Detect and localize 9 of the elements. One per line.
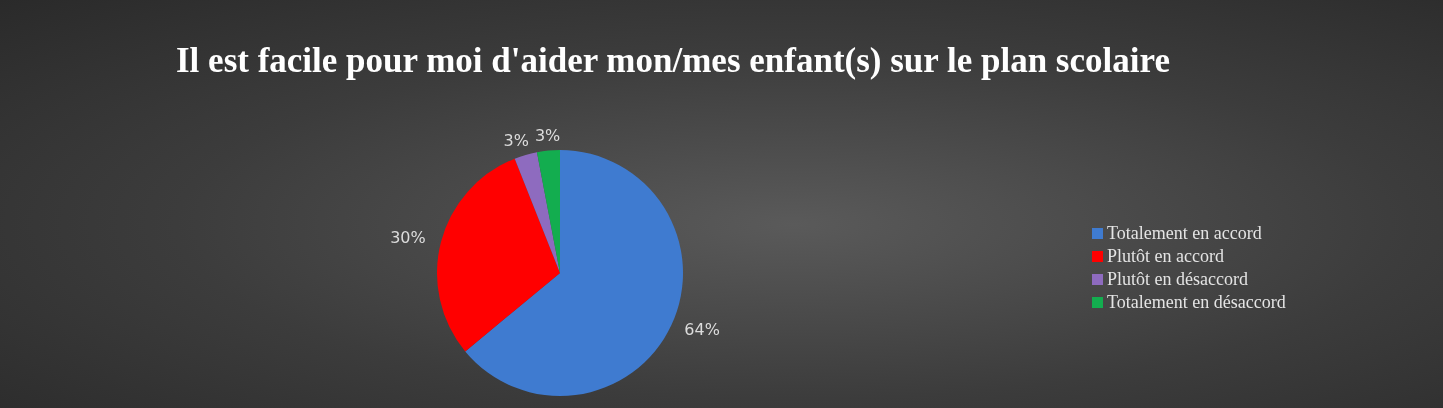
data-label: 30%: [390, 228, 426, 248]
chart-title: Il est facile pour moi d'aider mon/mes enfant(s) sur le plan scolaire: [176, 40, 1171, 82]
legend-label: Plutôt en accord: [1107, 245, 1224, 268]
legend-label: Plutôt en désaccord: [1107, 268, 1248, 291]
data-label: 64%: [684, 320, 720, 340]
legend-label: Totalement en accord: [1107, 222, 1262, 245]
legend-label: Totalement en désaccord: [1107, 291, 1286, 314]
data-label: 3%: [503, 130, 529, 150]
data-label: 3%: [534, 125, 561, 145]
